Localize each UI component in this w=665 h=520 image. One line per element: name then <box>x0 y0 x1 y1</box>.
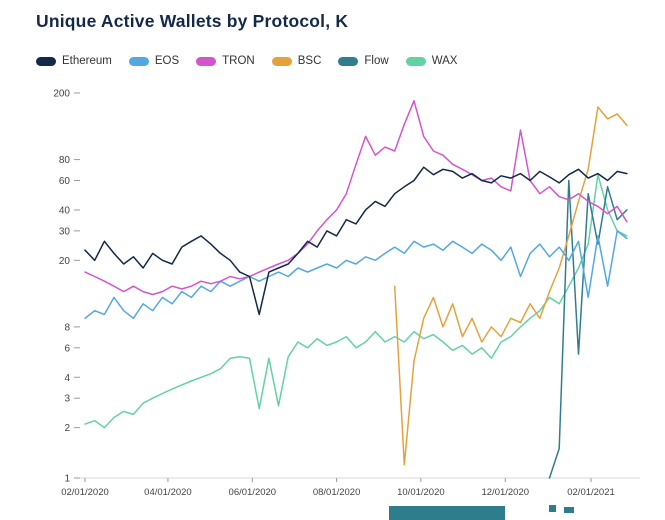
y-tick-label: 80 <box>59 155 71 166</box>
watermark-dash <box>549 505 556 512</box>
y-tick-label: 20 <box>59 256 71 267</box>
watermark-dash <box>564 507 574 513</box>
y-tick-label: 2 <box>64 423 70 434</box>
legend-swatch-tron <box>196 56 217 66</box>
series-line-bsc <box>393 106 628 466</box>
y-tick-label: 8 <box>64 322 70 333</box>
legend-label: TRON <box>222 55 255 67</box>
x-tick-label: 02/01/2021 <box>567 487 615 498</box>
legend-item-eos[interactable]: EOS <box>128 55 180 67</box>
legend-swatch-wax <box>405 56 426 66</box>
legend-swatch-bsc <box>271 56 292 66</box>
y-tick-label: 1 <box>64 474 70 485</box>
x-tick-label: 10/01/2020 <box>397 487 445 498</box>
legend-item-wax[interactable]: WAX <box>405 55 458 67</box>
y-tick-label: 40 <box>59 205 71 216</box>
y-tick-label: 6 <box>64 343 70 354</box>
watermark-strip <box>389 506 505 520</box>
chart-title: Unique Active Wallets by Protocol, K <box>36 11 349 31</box>
legend-label: Flow <box>364 55 389 67</box>
series-line-eos <box>84 230 628 320</box>
y-tick-label: 30 <box>59 226 71 237</box>
x-tick-label: 12/01/2020 <box>481 487 529 498</box>
x-tick-label: 06/01/2020 <box>229 487 277 498</box>
legend-item-flow[interactable]: Flow <box>338 55 389 67</box>
legend-item-bsc[interactable]: BSC <box>271 55 322 67</box>
legend-label: Ethereum <box>62 55 112 67</box>
y-tick-label: 3 <box>64 394 70 405</box>
y-tick-label: 200 <box>53 89 70 100</box>
legend-item-tron[interactable]: TRON <box>196 55 255 67</box>
legend-item-ethereum[interactable]: Ethereum <box>36 55 112 67</box>
y-tick-label: 60 <box>59 176 71 187</box>
legend-label: EOS <box>154 55 180 67</box>
x-tick-label: 08/01/2020 <box>313 487 361 498</box>
legend-label: BSC <box>297 55 322 67</box>
y-tick-label: 4 <box>64 373 70 384</box>
series-line-tron <box>84 99 628 296</box>
x-tick-label: 04/01/2020 <box>144 487 192 498</box>
legend-swatch-ethereum <box>36 56 56 66</box>
x-tick-label: 02/01/2020 <box>61 487 109 498</box>
legend-swatch-flow <box>338 56 359 66</box>
legend-label: WAX <box>431 55 458 67</box>
legend: Ethereum EOS TRON BSC Flow WAX <box>36 55 457 67</box>
legend-swatch-eos <box>128 56 149 66</box>
series-line-ethereum <box>84 166 628 316</box>
